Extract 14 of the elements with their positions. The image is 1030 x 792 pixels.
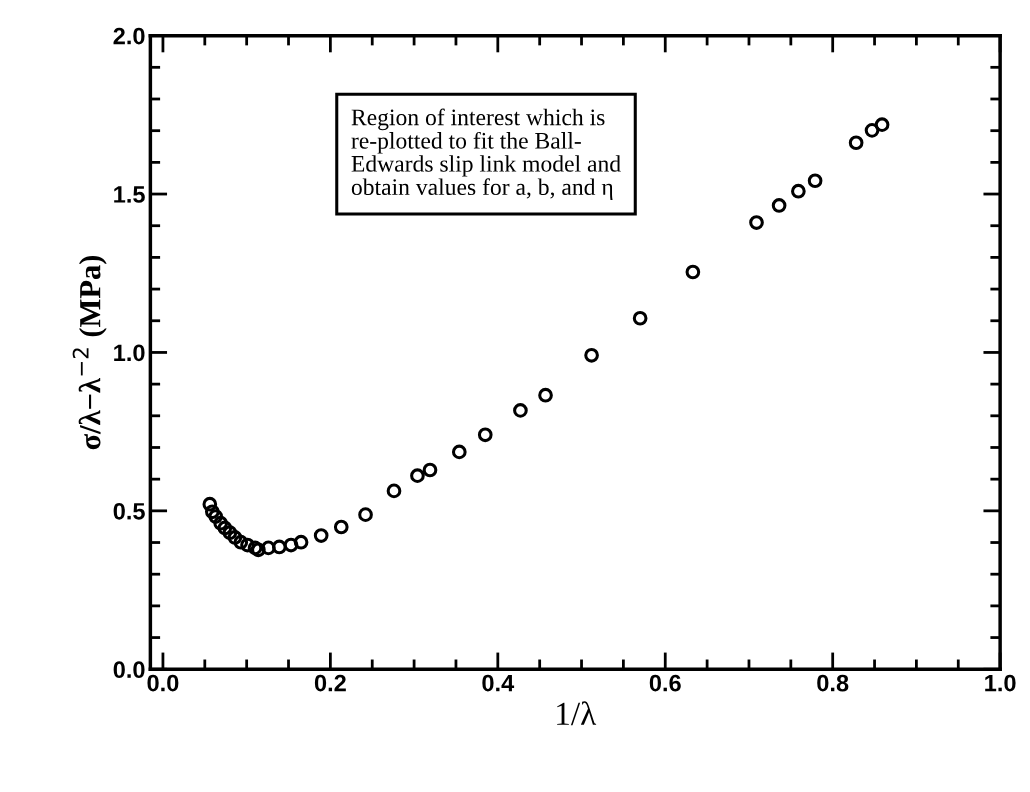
x-tick-label: 0.2 xyxy=(314,674,346,692)
y-tick-label: 1.0 xyxy=(114,344,145,362)
y-tick-label: 2.0 xyxy=(113,27,145,45)
x-tick-label: 0.4 xyxy=(482,674,515,692)
y-tick-label: 0.5 xyxy=(113,502,145,520)
x-tick-label: 1.0 xyxy=(985,674,1016,692)
annotation: Region of interest which is re-plotted to fit the Ball- Edwards slip link model and obtain values for a, b, and η xyxy=(351,108,621,200)
x-axis-title: 1/λ xyxy=(557,701,597,726)
y-axis-title: σ/λ−λ$^{−2}$ (MPa) xyxy=(72,255,107,450)
y-tick-label: 0.0 xyxy=(113,661,145,679)
x-tick-label: 0.6 xyxy=(649,674,681,692)
x-tick-label: 0.0 xyxy=(147,674,179,692)
x-tick-label: 0.8 xyxy=(817,674,849,692)
y-tick-label: 1.5 xyxy=(114,186,145,203)
